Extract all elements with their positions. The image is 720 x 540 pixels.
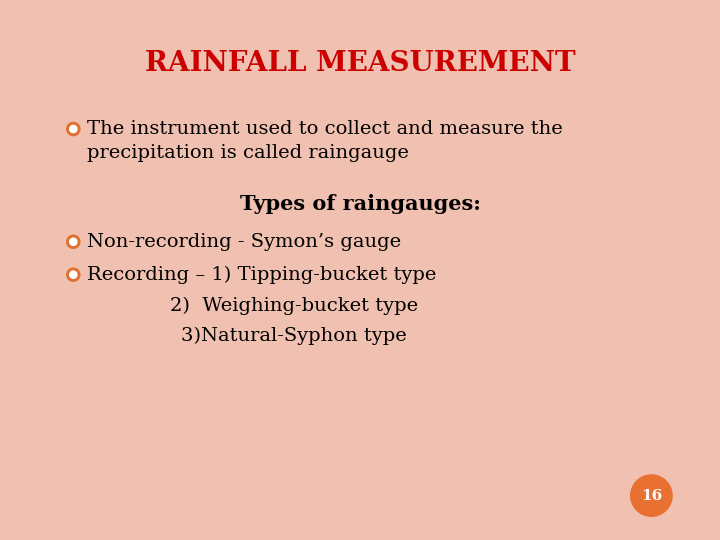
Text: Recording – 1) Tipping-bucket type: Recording – 1) Tipping-bucket type [87,266,437,284]
Circle shape [70,271,77,278]
Circle shape [631,475,672,516]
Text: 2)  Weighing-bucket type: 2) Weighing-bucket type [170,296,418,315]
Text: 3)Natural-Syphon type: 3)Natural-Syphon type [181,327,407,345]
Text: RAINFALL MEASUREMENT: RAINFALL MEASUREMENT [145,50,575,77]
Circle shape [67,123,80,136]
Circle shape [70,125,77,133]
Text: The instrument used to collect and measure the: The instrument used to collect and measu… [87,120,563,138]
Text: precipitation is called raingauge: precipitation is called raingauge [87,144,409,161]
Text: Non-recording - Symon’s gauge: Non-recording - Symon’s gauge [87,233,402,251]
Circle shape [67,268,80,281]
Circle shape [67,235,80,248]
Circle shape [70,238,77,245]
Text: Types of raingauges:: Types of raingauges: [240,194,480,214]
Text: 16: 16 [641,489,662,503]
